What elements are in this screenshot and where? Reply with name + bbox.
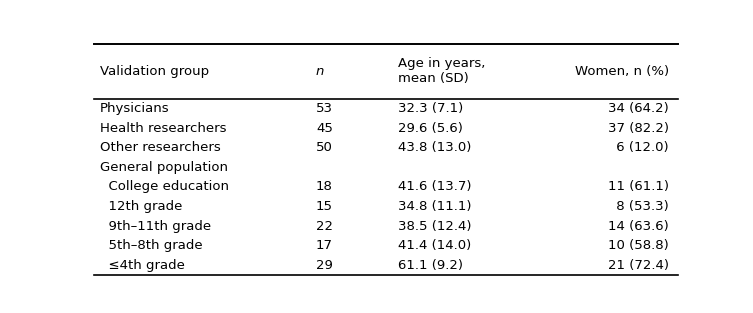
Text: 17: 17 — [316, 239, 333, 252]
Text: 41.6 (13.7): 41.6 (13.7) — [398, 181, 471, 193]
Text: 11 (61.1): 11 (61.1) — [608, 181, 669, 193]
Text: Other researchers: Other researchers — [100, 141, 221, 154]
Text: n: n — [316, 65, 325, 78]
Text: 37 (82.2): 37 (82.2) — [608, 122, 669, 135]
Text: General population: General population — [100, 161, 228, 174]
Text: 8 (53.3): 8 (53.3) — [612, 200, 669, 213]
Text: Age in years,
mean (SD): Age in years, mean (SD) — [398, 57, 485, 85]
Text: 32.3 (7.1): 32.3 (7.1) — [398, 102, 463, 115]
Text: 38.5 (12.4): 38.5 (12.4) — [398, 220, 471, 233]
Text: Physicians: Physicians — [100, 102, 169, 115]
Text: 10 (58.8): 10 (58.8) — [608, 239, 669, 252]
Text: 34 (64.2): 34 (64.2) — [608, 102, 669, 115]
Text: 15: 15 — [316, 200, 333, 213]
Text: Health researchers: Health researchers — [100, 122, 227, 135]
Text: 34.8 (11.1): 34.8 (11.1) — [398, 200, 471, 213]
Text: 5th–8th grade: 5th–8th grade — [100, 239, 203, 252]
Text: Women, n (%): Women, n (%) — [575, 65, 669, 78]
Text: 6 (12.0): 6 (12.0) — [612, 141, 669, 154]
Text: College education: College education — [100, 181, 229, 193]
Text: 45: 45 — [316, 122, 333, 135]
Text: 12th grade: 12th grade — [100, 200, 182, 213]
Text: 18: 18 — [316, 181, 333, 193]
Text: 29.6 (5.6): 29.6 (5.6) — [398, 122, 462, 135]
Text: 22: 22 — [316, 220, 333, 233]
Text: Validation group: Validation group — [100, 65, 209, 78]
Text: 9th–11th grade: 9th–11th grade — [100, 220, 211, 233]
Text: ≤4th grade: ≤4th grade — [100, 259, 184, 272]
Text: 21 (72.4): 21 (72.4) — [608, 259, 669, 272]
Text: 43.8 (13.0): 43.8 (13.0) — [398, 141, 471, 154]
Text: 14 (63.6): 14 (63.6) — [608, 220, 669, 233]
Text: 53: 53 — [316, 102, 333, 115]
Text: 41.4 (14.0): 41.4 (14.0) — [398, 239, 471, 252]
Text: 61.1 (9.2): 61.1 (9.2) — [398, 259, 462, 272]
Text: 50: 50 — [316, 141, 333, 154]
Text: 29: 29 — [316, 259, 333, 272]
